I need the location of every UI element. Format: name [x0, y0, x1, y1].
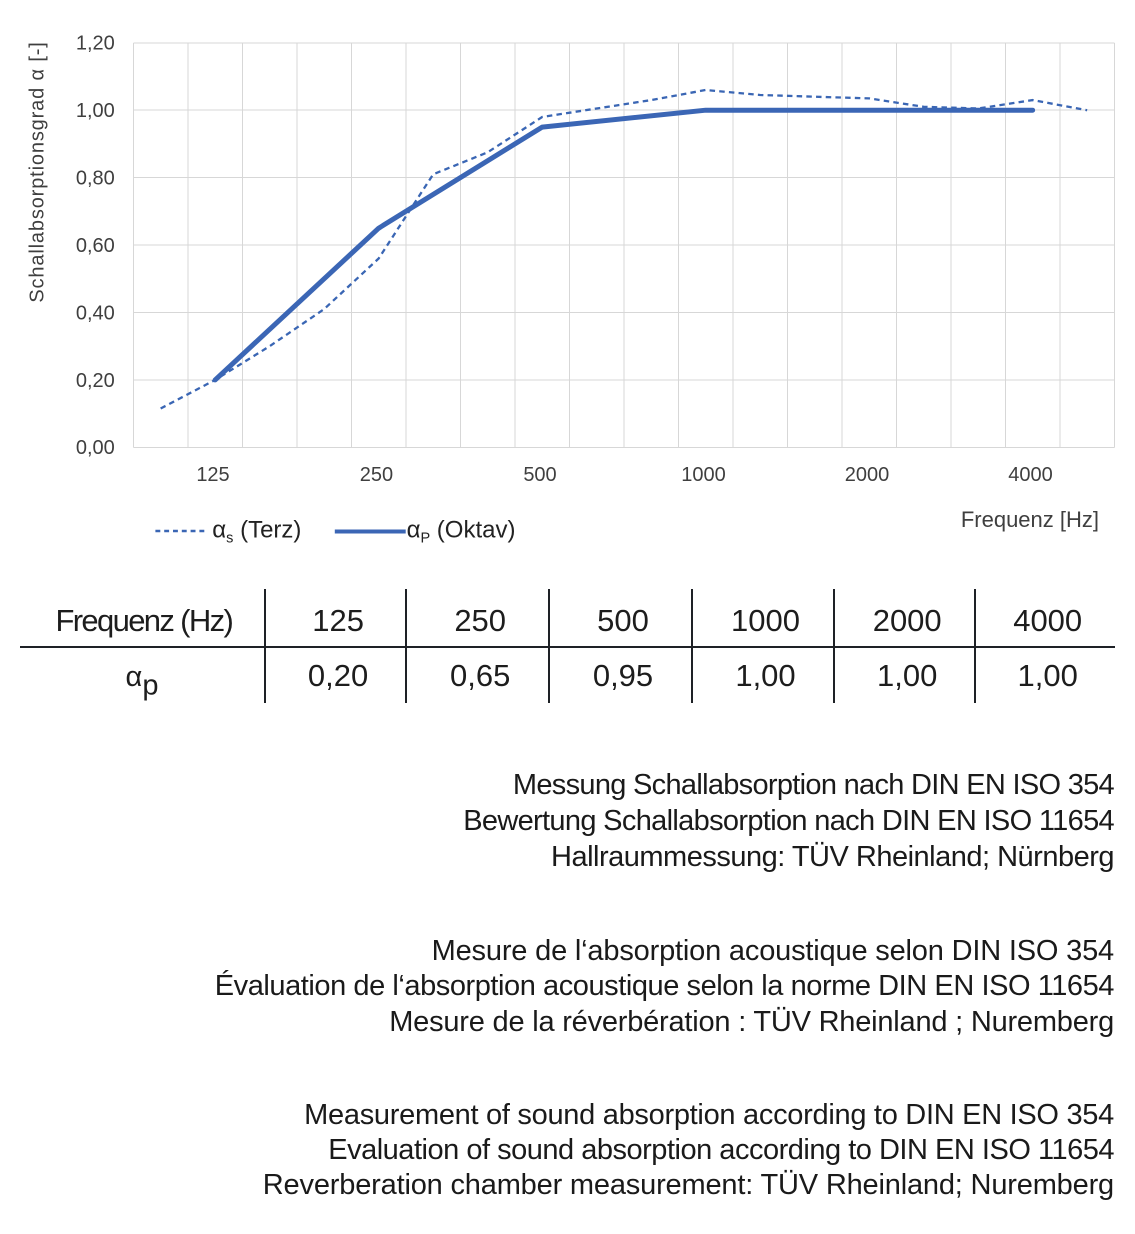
svg-text:500: 500	[523, 464, 556, 486]
svg-text:0,00: 0,00	[76, 437, 115, 459]
svg-text:1,00: 1,00	[76, 100, 115, 122]
svg-text:0,80: 0,80	[76, 168, 115, 190]
svg-text:2000: 2000	[845, 464, 890, 486]
svg-text:Frequenz [Hz]: Frequenz [Hz]	[961, 507, 1099, 532]
svg-text:0,60: 0,60	[76, 235, 115, 257]
svg-text:αP (Oktav): αP (Oktav)	[407, 517, 516, 547]
svg-text:1,20: 1,20	[76, 33, 115, 55]
svg-text:4000: 4000	[1008, 464, 1053, 486]
svg-text:1000: 1000	[681, 464, 726, 486]
svg-text:125: 125	[196, 464, 229, 486]
svg-text:250: 250	[360, 464, 393, 486]
svg-text:0,20: 0,20	[76, 370, 115, 392]
svg-text:0,40: 0,40	[76, 302, 115, 324]
svg-text:Schallabsorptionsgrad α [-]: Schallabsorptionsgrad α [-]	[27, 41, 49, 302]
svg-text:αs (Terz): αs (Terz)	[212, 517, 301, 547]
